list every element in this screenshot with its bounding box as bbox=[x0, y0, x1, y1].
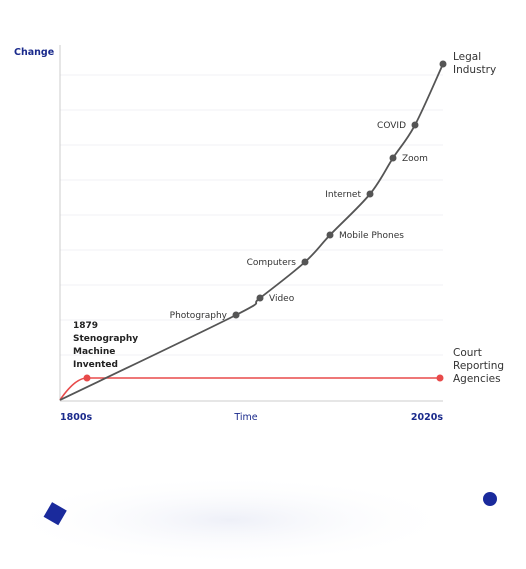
milestone-dot bbox=[232, 311, 240, 319]
court-label: Reporting bbox=[453, 360, 504, 372]
court-label: Agencies bbox=[453, 373, 501, 385]
legal-label: Legal bbox=[453, 51, 481, 63]
annotation: Stenography bbox=[73, 334, 138, 344]
milestone-dot bbox=[411, 121, 419, 129]
milestone-label: Internet bbox=[325, 190, 361, 200]
legal-label: Industry bbox=[453, 64, 496, 76]
milestone-dot bbox=[389, 154, 397, 162]
milestone-dot bbox=[366, 190, 374, 198]
background-blob bbox=[0, 475, 460, 565]
grid bbox=[60, 74, 443, 356]
x-start-label: 1800s bbox=[60, 412, 92, 423]
decor-square bbox=[43, 502, 67, 526]
decor-dot bbox=[483, 492, 497, 506]
court-dot bbox=[436, 374, 444, 382]
x-axis-label: Time bbox=[233, 412, 257, 423]
annotation: Invented bbox=[73, 360, 118, 370]
milestone-dot bbox=[256, 294, 264, 302]
milestone-label: Computers bbox=[247, 258, 297, 268]
milestone-label: COVID bbox=[377, 121, 406, 131]
court-dot bbox=[83, 374, 91, 382]
milestone-dot bbox=[326, 231, 334, 239]
milestone-label: Photography bbox=[170, 311, 228, 321]
annotation: 1879 bbox=[73, 321, 98, 331]
milestone-label: Mobile Phones bbox=[339, 231, 404, 241]
milestone-label: Zoom bbox=[402, 154, 428, 164]
milestone-label: Video bbox=[269, 294, 295, 304]
x-end-label: 2020s bbox=[411, 412, 443, 423]
court-label: Court bbox=[453, 347, 482, 359]
y-axis-label: Change bbox=[14, 47, 54, 58]
court-line bbox=[59, 377, 440, 401]
annotation: Machine bbox=[73, 347, 115, 357]
legal-dot bbox=[439, 60, 447, 68]
milestone-dot bbox=[301, 258, 309, 266]
